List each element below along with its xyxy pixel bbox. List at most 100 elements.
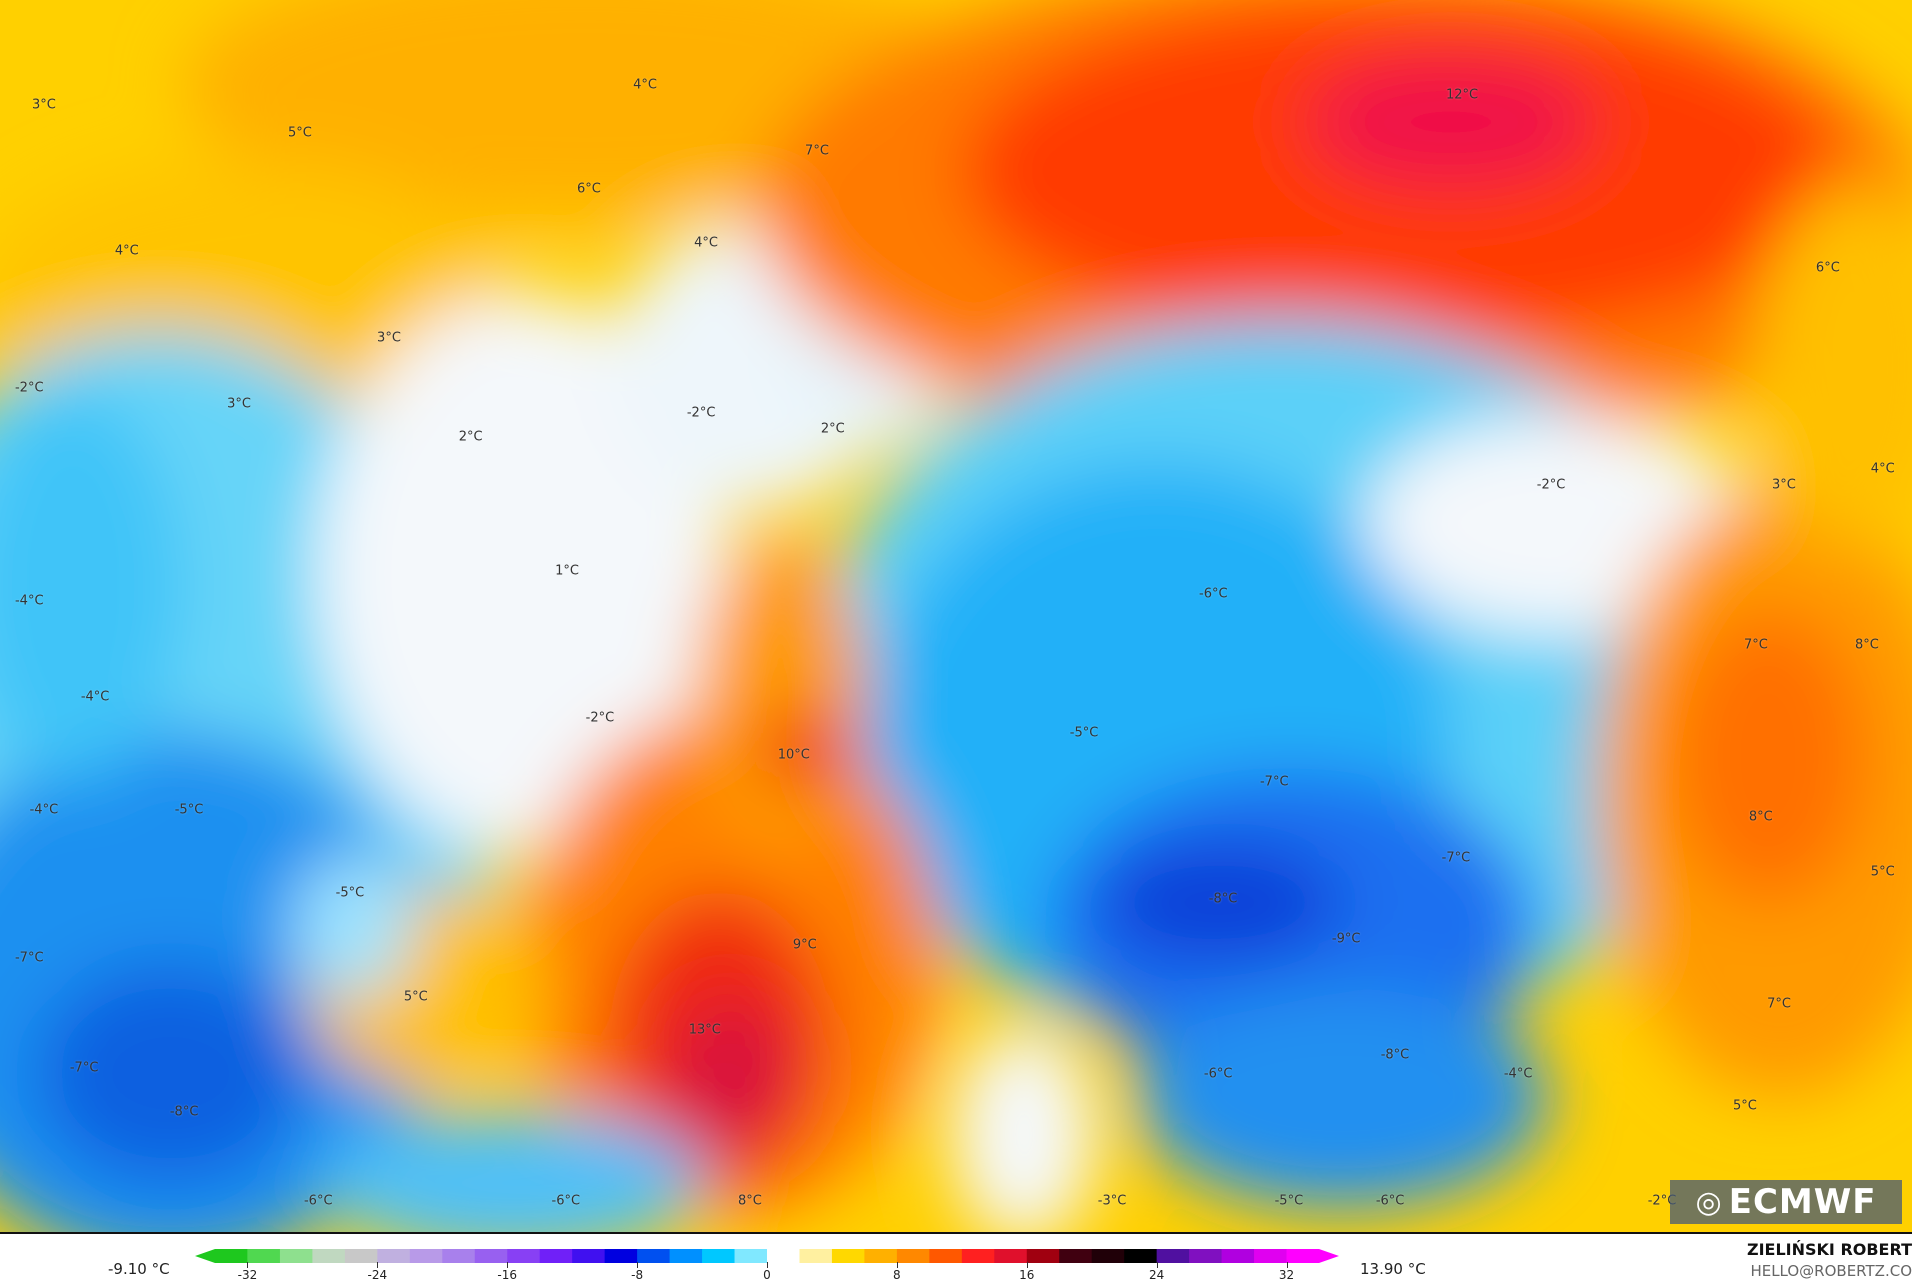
legend-max-value: 13.90 °C: [1360, 1260, 1426, 1278]
temperature-label: -5°C: [1274, 1193, 1304, 1209]
temperature-label: -7°C: [14, 950, 44, 966]
tick-label: -24: [367, 1268, 388, 1282]
legend-min-value: -9.10 °C: [108, 1260, 170, 1278]
tick-label: 0: [763, 1268, 771, 1282]
color-scale-segment: [1221, 1249, 1255, 1263]
temperature-label: -5°C: [335, 885, 365, 901]
temperature-label: -7°C: [1441, 850, 1471, 866]
ecmwf-logo-icon: ◎: [1695, 1184, 1723, 1220]
color-scale-segment: [831, 1249, 865, 1263]
temperature-label: 5°C: [1733, 1098, 1757, 1114]
color-scale-segment: [734, 1249, 768, 1263]
temperature-label: -2°C: [686, 405, 716, 421]
color-scale-segment: [1026, 1249, 1060, 1263]
tick-mark: [377, 1262, 379, 1268]
temperature-label: -2°C: [1647, 1193, 1677, 1209]
temperature-label: -5°C: [174, 802, 204, 818]
temperature-label: 3°C: [377, 330, 401, 346]
color-scale-segment: [344, 1249, 378, 1263]
color-scale-segment: [312, 1249, 346, 1263]
temperature-label: 5°C: [1870, 864, 1895, 880]
temperature-label: 5°C: [288, 125, 312, 141]
color-scale-segment: [799, 1249, 833, 1263]
temperature-label: -9°C: [1331, 931, 1361, 947]
temperature-label: -4°C: [1503, 1066, 1533, 1082]
temperature-label: 9°C: [792, 937, 817, 953]
temperature-label: -3°C: [1097, 1193, 1127, 1209]
temperature-label: 4°C: [633, 77, 657, 93]
temperature-label: -6°C: [551, 1193, 581, 1209]
temperature-label: 6°C: [1815, 260, 1840, 276]
temperature-label: -6°C: [1199, 586, 1228, 602]
tick-mark: [637, 1262, 639, 1268]
color-scale-segment: [702, 1249, 736, 1263]
tick-mark: [896, 1262, 898, 1268]
tick-mark: [1286, 1262, 1288, 1268]
temperature-label: 7°C: [1767, 996, 1792, 1012]
tick-mark: [247, 1262, 249, 1268]
color-scale-segment: [1091, 1249, 1125, 1263]
ecmwf-logo-text: ECMWF: [1728, 1182, 1877, 1222]
temperature-label: 3°C: [1772, 477, 1796, 493]
temperature-label: -2°C: [585, 710, 615, 726]
tick-label: -16: [497, 1268, 518, 1282]
color-scale-segment: [604, 1249, 638, 1263]
temperature-label: 4°C: [1870, 461, 1895, 477]
tick-mark: [767, 1262, 768, 1268]
temperature-label: 2°C: [458, 429, 483, 445]
color-scale-segment: [507, 1249, 541, 1263]
color-scale-segment: [961, 1249, 995, 1263]
color-scale-segment: [929, 1249, 963, 1263]
tick-label: 32: [1278, 1268, 1295, 1282]
tick-label: -8: [631, 1268, 644, 1282]
temperature-label: 3°C: [31, 97, 56, 113]
tick-label: 24: [1149, 1268, 1165, 1282]
color-scale-segment: [409, 1249, 443, 1263]
tick-label: -32: [237, 1268, 258, 1282]
temperature-label: 3°C: [227, 396, 251, 412]
color-scale-segment: [669, 1249, 703, 1263]
author-email: HELLO@ROBERTZ.CO: [1750, 1262, 1912, 1280]
temperature-label: -4°C: [14, 593, 44, 609]
color-scale-segment: [864, 1249, 898, 1263]
map-field: [0, 0, 1912, 1232]
color-scale-legend: -9.10 °C 13.90 °C -32 -24 -16 -8 0 8 16 24 32 ZI…: [0, 1234, 1912, 1287]
color-scale-bar: [195, 1249, 1339, 1263]
temperature-label: -6°C: [1203, 1066, 1233, 1082]
temperature-label: -7°C: [1259, 774, 1289, 790]
temperature-label: -5°C: [1069, 725, 1099, 741]
color-scale-segment: [247, 1249, 281, 1263]
color-scale-segment: [637, 1249, 671, 1263]
temperature-label: -8°C: [1380, 1047, 1410, 1063]
color-scale-segment: [1189, 1249, 1223, 1263]
color-scale-segment: [377, 1249, 411, 1263]
temperature-label: 8°C: [1854, 637, 1879, 653]
temperature-label: 7°C: [1743, 637, 1768, 653]
temperature-label: 2°C: [820, 421, 845, 437]
temperature-label: 7°C: [805, 143, 829, 159]
color-scale-segment: [279, 1249, 313, 1263]
color-scale-segment: [1286, 1249, 1339, 1263]
temperature-label: 5°C: [403, 989, 428, 1005]
ecmwf-logo: ◎ ECMWF: [1670, 1180, 1902, 1224]
temperature-label: -6°C: [1375, 1193, 1405, 1209]
author-credit: ZIELIŃSKI ROBERT: [1746, 1240, 1912, 1259]
temperature-label: -2°C: [14, 380, 44, 396]
color-scale-segment: [1156, 1249, 1190, 1263]
temperature-label: 10°C: [777, 747, 810, 763]
color-scale-segment: [1124, 1249, 1158, 1263]
temperature-label: 8°C: [737, 1193, 762, 1209]
color-scale-segment: [474, 1249, 508, 1263]
temperature-label: -6°C: [303, 1193, 333, 1209]
color-scale-segment: [1059, 1249, 1093, 1263]
temperature-label: -8°C: [1208, 891, 1238, 907]
color-scale-segment: [994, 1249, 1028, 1263]
tick-mark: [507, 1262, 509, 1268]
color-scale-segment: [896, 1249, 930, 1263]
temperature-label: -4°C: [29, 802, 59, 818]
color-scale-segment: [1254, 1249, 1288, 1263]
temperature-label: 4°C: [694, 235, 718, 251]
tick-mark: [1026, 1262, 1028, 1268]
temperature-anomaly-map: 3°C 5°C 4°C 7°C 6°C 12°C 4°C 4°C 6°C 3°C -2°C 3°C -2…: [0, 0, 1912, 1234]
tick-label: 16: [1019, 1268, 1035, 1282]
